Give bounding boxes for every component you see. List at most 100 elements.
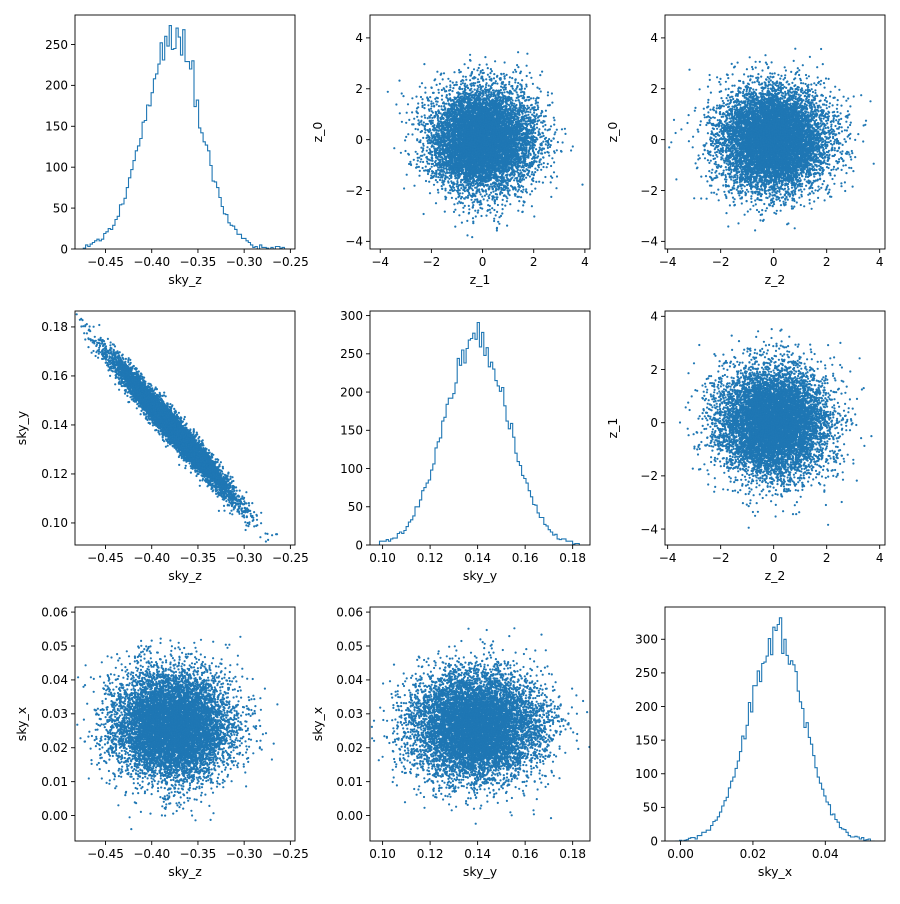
scatter-point (550, 181, 552, 183)
scatter-point (548, 155, 550, 157)
scatter-point (451, 160, 453, 162)
scatter-point (534, 128, 536, 130)
scatter-point (465, 76, 467, 78)
scatter-point (536, 123, 538, 125)
scatter-point (451, 197, 453, 199)
scatter-point (426, 156, 428, 158)
scatter-point (452, 112, 454, 114)
scatter-point (493, 209, 495, 211)
scatter-point (431, 146, 433, 148)
scatter-point (554, 131, 556, 133)
scatter-point (462, 211, 464, 213)
scatter-point (497, 204, 499, 206)
scatter-point (430, 86, 432, 88)
scatter-point (506, 189, 508, 191)
scatter-point (433, 105, 435, 107)
scatter-point (504, 205, 506, 207)
x-tick-label: −0.25 (272, 255, 309, 269)
scatter-point (415, 151, 417, 153)
scatter-point (547, 145, 549, 147)
scatter-point (447, 100, 449, 102)
scatter-point (525, 188, 527, 190)
scatter-point (501, 204, 503, 206)
scatter-point (486, 199, 488, 201)
scatter-point (551, 92, 553, 94)
scatter-point (431, 166, 433, 168)
scatter-point (509, 189, 511, 191)
scatter-point (529, 193, 531, 195)
scatter-point (510, 179, 512, 181)
scatter-point (441, 188, 443, 190)
scatter-point (530, 104, 532, 106)
scatter-point (400, 152, 402, 154)
scatter-point (540, 90, 542, 92)
scatter-point (489, 209, 491, 211)
scatter-point (526, 105, 528, 107)
scatter-point (494, 202, 496, 204)
scatter-point (442, 78, 444, 80)
scatter-point (550, 140, 552, 142)
scatter-point (479, 64, 481, 66)
scatter-point (502, 208, 504, 210)
scatter-point (483, 198, 485, 200)
scatter-point (498, 216, 500, 218)
scatter-point (453, 71, 455, 73)
scatter-point (556, 175, 558, 177)
scatter-point (533, 215, 535, 217)
scatter-point (542, 182, 544, 184)
scatter-point (417, 112, 419, 114)
scatter-point (519, 186, 521, 188)
scatter-point (461, 88, 463, 90)
scatter-point (503, 73, 505, 75)
scatter-point (462, 82, 464, 84)
scatter-point (436, 181, 438, 183)
scatter-point (474, 199, 476, 201)
scatter-point (506, 91, 508, 93)
scatter-point (544, 128, 546, 130)
scatter-point (465, 79, 467, 81)
scatter-point (547, 147, 549, 149)
scatter-point (511, 77, 513, 79)
scatter-point (553, 171, 555, 173)
scatter-point (526, 191, 528, 193)
scatter-point (476, 69, 478, 71)
scatter-point (443, 105, 445, 107)
scatter-point (424, 114, 426, 116)
scatter-point (529, 111, 531, 113)
scatter-point (438, 128, 440, 130)
scatter-point (424, 104, 426, 106)
scatter-point (418, 175, 420, 177)
scatter-point (485, 191, 487, 193)
scatter-point (520, 196, 522, 198)
y-tick-label: 0 (60, 242, 68, 256)
scatter-point (431, 157, 433, 159)
scatter-point (551, 102, 553, 104)
scatter-point (491, 207, 493, 209)
y-tick-label: 200 (45, 79, 68, 93)
scatter-point (423, 121, 425, 123)
scatter-point (570, 149, 572, 151)
scatter-point (422, 167, 424, 169)
scatter-point (459, 202, 461, 204)
scatter-point (443, 72, 445, 74)
scatter-point (424, 131, 426, 133)
scatter-point (557, 141, 559, 143)
scatter-point (399, 112, 401, 114)
scatter-point (437, 115, 439, 117)
scatter-point (445, 172, 447, 174)
scatter-point (485, 86, 487, 88)
scatter-point (555, 187, 557, 189)
scatter-point (496, 211, 498, 213)
scatter-point (417, 157, 419, 159)
scatter-point (504, 78, 506, 80)
scatter-point (407, 103, 409, 105)
scatter-point (455, 81, 457, 83)
scatter-point (424, 92, 426, 94)
scatter-point (409, 161, 411, 163)
scatter-point (525, 177, 527, 179)
scatter-point (442, 183, 444, 185)
y-tick-label: 100 (45, 160, 68, 174)
scatter-point (514, 193, 516, 195)
scatter-point (501, 192, 503, 194)
